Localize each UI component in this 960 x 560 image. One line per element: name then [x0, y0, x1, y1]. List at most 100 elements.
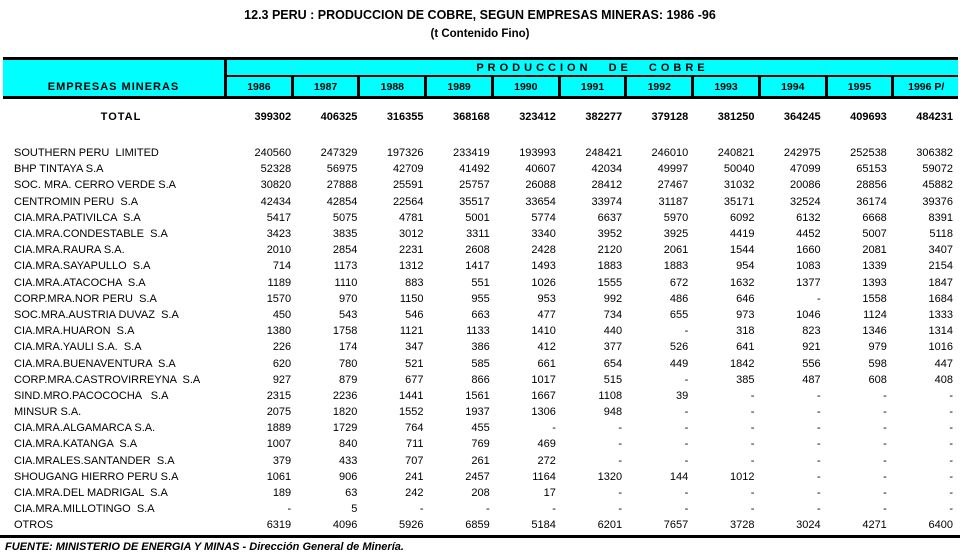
value-cell: 477: [537, 308, 556, 321]
table-row: CORP.MRA.NOR PERU S.A 1570 970 1150 955 953 99…: [4, 291, 956, 307]
value-cell: 50040: [723, 163, 755, 176]
value-cell: 711: [405, 438, 424, 451]
value-cell: 1150: [399, 292, 424, 305]
company-name: MINSUR S.A.: [14, 406, 82, 419]
value-cell: 5007: [862, 228, 887, 241]
value-cell: 246010: [651, 147, 689, 160]
table-row: CIA.MRA.BUENAVENTURA S.A 620 780 521 585 661 6…: [4, 355, 956, 371]
value-cell: -: [684, 438, 689, 451]
total-value-cell: 409693: [850, 111, 887, 123]
value-cell: -: [883, 503, 887, 516]
value-cell: 8391: [928, 211, 953, 224]
value-cell: 1312: [399, 260, 424, 273]
value-cell: 764: [405, 422, 424, 435]
value-cell: 1393: [862, 276, 887, 289]
value-cell: 189: [272, 487, 292, 500]
table-row: CIA.MRA.ATACOCHA S.A 1189 1110 883 551 1026 15…: [4, 275, 956, 291]
value-cell: 2854: [332, 244, 358, 257]
value-cell: 714: [272, 260, 292, 273]
value-cell: 31032: [723, 179, 755, 192]
value-cell: 65153: [856, 163, 887, 176]
value-cell: 42034: [591, 163, 623, 176]
value-cell: -: [750, 487, 755, 500]
value-cell: -: [750, 503, 755, 516]
value-cell: 40607: [525, 163, 556, 176]
company-name: CENTROMIN PERU S.A: [14, 195, 139, 208]
company-name: OTROS: [14, 519, 54, 532]
value-cell: 1320: [597, 470, 623, 483]
value-cell: 1552: [399, 406, 424, 419]
value-cell: 3423: [266, 228, 292, 241]
footer-rule: [0, 535, 960, 538]
value-cell: 1847: [928, 276, 953, 289]
value-cell: 992: [603, 292, 623, 305]
value-cell: 22564: [392, 195, 424, 208]
value-cell: 47099: [790, 163, 821, 176]
table-row: CIA.MRA.DEL MADRIGAL S.A 189 63 242 208 17 - - -…: [4, 485, 956, 501]
value-cell: 2608: [465, 244, 490, 257]
company-name: BHP TINTAYA S.A: [14, 163, 104, 176]
value-cell: 193993: [519, 147, 556, 160]
value-cell: 31187: [658, 195, 689, 208]
value-cell: 1842: [729, 357, 755, 370]
value-cell: 1346: [862, 325, 887, 338]
value-cell: 953: [537, 292, 556, 305]
value-cell: -: [684, 503, 689, 516]
value-cell: 306382: [916, 147, 953, 160]
value-cell: 1417: [465, 260, 490, 273]
value-cell: 3311: [466, 228, 490, 241]
value-cell: 1046: [796, 308, 821, 321]
value-cell: 4452: [796, 228, 821, 241]
value-cell: 1889: [266, 422, 292, 435]
value-cell: 433: [339, 454, 358, 467]
value-cell: 2154: [928, 260, 953, 273]
value-cell: -: [816, 470, 821, 483]
value-cell: 2081: [862, 244, 887, 257]
value-cell: -: [684, 373, 689, 386]
value-cell: 49997: [657, 163, 689, 176]
table-row: OTROS 6319 4096 5926 6859 5184 6201 7657 3728 302…: [4, 517, 956, 533]
value-cell: -: [684, 487, 689, 500]
value-cell: 7657: [663, 519, 689, 532]
value-cell: 672: [669, 276, 689, 289]
table-row: MINSUR S.A. 2075 1820 1552 1937 1306 948 - - - - -: [4, 404, 956, 420]
year-header: 1994: [757, 77, 825, 96]
value-cell: 2236: [332, 389, 358, 402]
value-cell: 56975: [326, 163, 358, 176]
value-cell: -: [949, 422, 953, 435]
value-cell: 2061: [663, 244, 689, 257]
value-cell: 447: [934, 357, 953, 370]
value-cell: 226: [272, 341, 292, 354]
value-cell: 1667: [531, 389, 556, 402]
company-name: CIA.MRA.ALGAMARCA S.A.: [14, 422, 156, 435]
value-cell: 1544: [729, 244, 755, 257]
value-cell: 543: [339, 308, 358, 321]
value-cell: 5926: [399, 519, 424, 532]
value-cell: 412: [537, 341, 556, 354]
years-header-group: PRODUCCION DE COBRE 1986 1987 1988 1989 1990…: [227, 60, 958, 96]
value-cell: 948: [603, 406, 623, 419]
company-name: CIA.MRA.ATACOCHA S.A: [14, 276, 146, 289]
company-name: SHOUGANG HIERRO PERU S.A: [14, 470, 179, 483]
table-row: CENTROMIN PERU S.A 42434 42854 22564 35517 33…: [4, 194, 956, 210]
company-name: CIA.MRA.YAULI S.A. S.A: [14, 341, 142, 354]
table-row: SOC. MRA. CERRO VERDE S.A 30820 27888 25591…: [4, 177, 956, 193]
value-cell: 63: [345, 487, 358, 500]
value-cell: 2428: [531, 244, 556, 257]
value-cell: 1684: [928, 292, 953, 305]
value-cell: 440: [603, 325, 623, 338]
value-cell: 5184: [531, 519, 556, 532]
value-cell: 866: [471, 373, 490, 386]
company-name: CIA.MRA.RAURA S.A.: [14, 244, 125, 257]
value-cell: 30820: [260, 179, 292, 192]
value-cell: 1012: [729, 470, 755, 483]
value-cell: 1026: [531, 276, 556, 289]
value-cell: -: [750, 454, 755, 467]
total-value-cell: 381250: [717, 111, 755, 123]
value-cell: 1306: [531, 406, 556, 419]
value-cell: 6201: [597, 519, 623, 532]
value-cell: 6859: [465, 519, 490, 532]
value-cell: 6637: [597, 211, 623, 224]
value-cell: 780: [339, 357, 358, 370]
